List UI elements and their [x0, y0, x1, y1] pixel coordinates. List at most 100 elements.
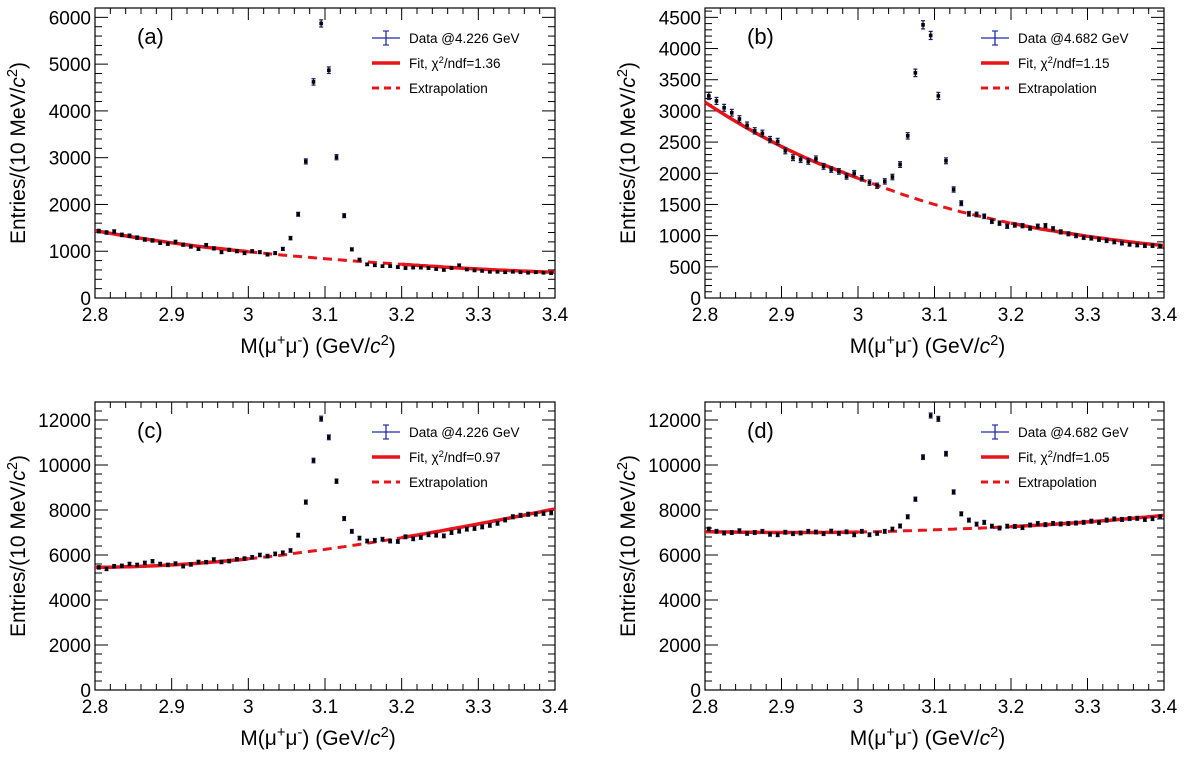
x-tick-label: 2.8	[692, 697, 718, 718]
data-point	[403, 534, 408, 539]
data-point	[189, 562, 193, 567]
axis-label-part: -	[298, 725, 303, 741]
data-point	[814, 530, 818, 534]
legend-fit-text: /ndf=1.15	[1053, 56, 1110, 71]
data-point	[1150, 243, 1155, 248]
y-tick-label: 0	[80, 681, 91, 702]
axis-label-part: c	[370, 335, 381, 358]
axis-label-part: )	[389, 727, 396, 750]
data-point	[334, 155, 339, 160]
y-tick-label: 10000	[38, 456, 91, 477]
data-point	[296, 533, 300, 537]
panel-label: (b)	[747, 24, 774, 49]
data-point	[974, 212, 979, 217]
data-point	[403, 266, 408, 270]
legend-entry-data: Data @4.682 GeV	[1018, 31, 1129, 46]
data-point	[768, 137, 772, 142]
fit-curve-right	[1010, 513, 1165, 529]
data-point	[265, 554, 270, 558]
data-point	[951, 187, 956, 192]
data-point	[419, 265, 423, 270]
x-tick-label: 3.2	[388, 305, 414, 326]
data-point	[745, 531, 749, 536]
x-tick-label: 3	[243, 697, 254, 718]
legend-entry-extrapolation: Extrapolation	[409, 81, 488, 96]
axis-label-part: )	[998, 727, 1005, 750]
data-point	[1143, 517, 1147, 522]
data-point	[913, 71, 918, 75]
y-tick-label: 2000	[49, 636, 91, 657]
data-point	[775, 532, 780, 537]
legend-fit-sup: 2	[439, 55, 444, 66]
axis-label-part: M(μ	[850, 727, 887, 750]
x-tick-label: 2.8	[82, 305, 108, 326]
x-axis-title: M(μ+μ-) (GeV/c2)	[850, 725, 1006, 750]
axis-label-part: Entries/(10 MeV/	[617, 480, 640, 637]
axis-label-part: ) (GeV/	[302, 335, 370, 358]
fit-curve-right	[1010, 221, 1165, 248]
y-tick-label: 2000	[659, 636, 701, 657]
data-point	[852, 171, 856, 176]
data-point	[411, 537, 415, 541]
data-point	[898, 524, 902, 528]
x-tick-label: 3.1	[921, 697, 947, 718]
fit-curve-right	[401, 262, 556, 275]
data-point	[273, 552, 277, 556]
data-point	[104, 567, 109, 571]
x-tick-label: 3.2	[388, 697, 414, 718]
axis-label-part: 2	[5, 69, 21, 77]
data-point	[258, 553, 262, 557]
axis-label-part: 2	[615, 69, 631, 77]
data-point	[135, 235, 139, 240]
data-point	[1020, 525, 1025, 530]
data-point	[549, 271, 553, 276]
data-point	[465, 267, 469, 272]
data-point	[158, 562, 162, 566]
y-tick-label: 3000	[659, 102, 701, 123]
data-point	[120, 564, 124, 568]
data-point	[549, 510, 553, 515]
data-point	[97, 229, 101, 233]
legend-entry-data: Data @4.226 GeV	[409, 31, 520, 46]
x-tick-label: 2.9	[158, 697, 184, 718]
data-point	[990, 524, 994, 528]
legend-fit-text: /ndf=1.05	[1053, 450, 1110, 465]
data-point	[311, 458, 316, 463]
y-tick-label: 4500	[659, 8, 701, 29]
legend-entry-fit: Fit, χ2/ndf=1.15	[1018, 55, 1110, 72]
data-point	[729, 110, 734, 115]
data-point	[411, 265, 415, 270]
data-point	[158, 241, 162, 245]
fit-curve-left	[94, 557, 249, 570]
axis-label-part: )	[7, 455, 30, 462]
plot-frame	[94, 401, 556, 691]
legend-fit-sup: 2	[1048, 449, 1053, 460]
y-tick-label: 6000	[49, 8, 91, 29]
legend-fit-text: /ndf=1.36	[444, 56, 501, 71]
data-point	[434, 533, 438, 537]
data-point	[327, 435, 331, 440]
data-point	[250, 249, 254, 254]
legend: Data @4.682 GeV Fit, χ2/ndf=1.05 Extrapola…	[981, 424, 1129, 490]
data-point	[242, 251, 247, 255]
axis-label-part: )	[617, 455, 640, 462]
data-point	[526, 270, 530, 275]
x-tick-label: 3	[853, 305, 864, 326]
data-point	[1043, 522, 1048, 527]
data-point	[442, 534, 446, 538]
data-point	[997, 526, 1002, 530]
data-point	[488, 270, 492, 274]
x-tick-label: 2.8	[82, 697, 108, 718]
data-point	[882, 179, 887, 184]
legend-entry-data: Data @4.682 GeV	[1018, 425, 1129, 440]
data-point	[752, 129, 757, 133]
data-point	[373, 263, 377, 268]
data-point	[760, 529, 765, 534]
x-tick-label: 3.1	[312, 697, 338, 718]
data-point	[1150, 516, 1155, 521]
y-tick-label: 5000	[49, 55, 91, 76]
data-point	[327, 68, 331, 73]
axis-label-part: c	[7, 77, 30, 88]
data-point	[449, 530, 454, 535]
data-point	[127, 233, 132, 238]
